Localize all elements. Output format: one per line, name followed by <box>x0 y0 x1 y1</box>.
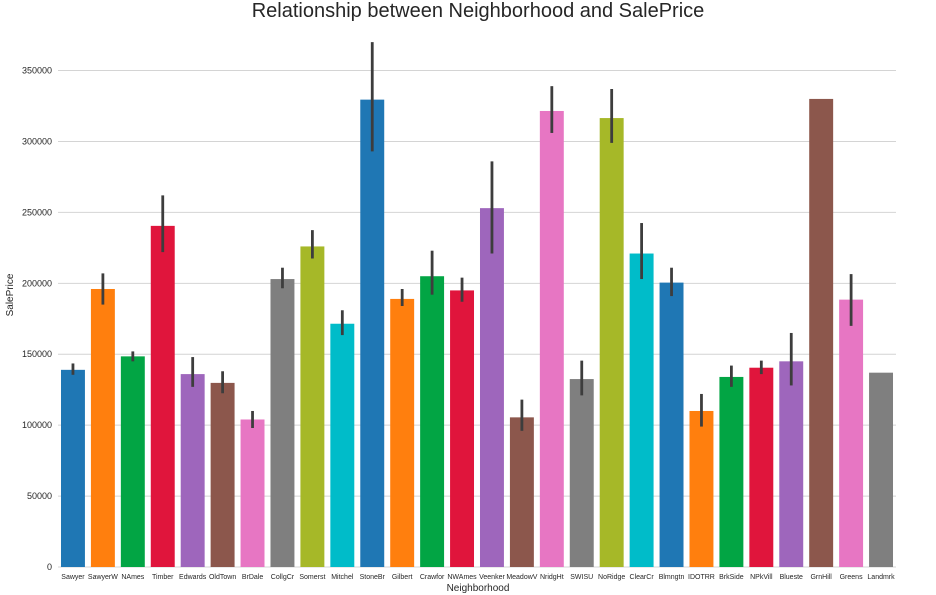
x-tick-label: BrDale <box>242 574 264 581</box>
error-bars <box>71 42 853 431</box>
bar-blueste <box>779 361 804 567</box>
x-tick-label: OldTown <box>209 574 236 581</box>
bar-veenker <box>479 208 504 568</box>
y-tick-label: 100000 <box>22 420 52 430</box>
bar-crawfor <box>420 276 445 567</box>
x-tick-label: Blmngtn <box>659 574 685 581</box>
x-tick-label: NAmes <box>121 574 144 581</box>
bar-nwames <box>450 290 475 567</box>
bar-edwards <box>180 374 205 567</box>
x-tick-label: IDOTRR <box>688 574 715 581</box>
x-tick-label: BrkSide <box>719 574 744 581</box>
bar-oldtown <box>210 382 235 567</box>
y-tick-label: 0 <box>47 562 52 572</box>
x-tick-label: SWISU <box>570 574 593 581</box>
bar-names <box>120 356 145 567</box>
bar-collgcr <box>270 279 295 567</box>
bar-grnhill <box>809 98 834 567</box>
bar-landmrk <box>869 372 894 567</box>
bar-mitchel <box>330 323 355 567</box>
x-tick-label: SawyerW <box>88 574 118 581</box>
x-tick-label: Gilbert <box>392 574 413 581</box>
x-tick-label: NWAmes <box>447 574 477 581</box>
x-tick-label: StoneBr <box>360 574 386 581</box>
bar-gilbert <box>390 298 415 567</box>
bar-clearcr <box>629 253 654 568</box>
x-tick-label: GrnHill <box>810 574 832 581</box>
bar-meadowv <box>509 417 534 567</box>
x-tick-label: Sawyer <box>61 574 85 581</box>
x-tick-label: Veenker <box>479 574 505 581</box>
x-tick-label: NridgHt <box>540 574 564 581</box>
bar-stonebr <box>360 99 385 568</box>
bar-swisu <box>569 379 594 567</box>
y-tick-label: 300000 <box>22 136 52 146</box>
x-tick-label: Mitchel <box>331 574 354 581</box>
y-tick-label: 150000 <box>22 349 52 359</box>
y-tick-label: 200000 <box>22 278 52 288</box>
bar-somerst <box>300 246 325 568</box>
y-axis-ticks: 0 50000 100000 150000 200000 250000 300000 3500… <box>22 66 52 572</box>
bar-sawyerw <box>90 288 115 567</box>
bar-noridge <box>599 118 624 568</box>
x-tick-label: Timber <box>152 574 174 581</box>
x-tick-label: NPkVill <box>750 574 773 581</box>
x-tick-label: Landmrk <box>867 574 895 581</box>
x-axis-ticks: Sawyer SawyerW NAmes Timber Edwards OldTown Br… <box>61 574 895 581</box>
bar-greens <box>839 299 864 567</box>
bar-nridght <box>539 110 564 567</box>
bar-timber <box>150 225 175 567</box>
x-tick-label: Crawfor <box>420 574 445 581</box>
y-tick-label: 50000 <box>27 491 52 501</box>
bar-sawyer <box>60 369 85 567</box>
x-tick-label: CollgCr <box>271 574 295 581</box>
x-tick-label: Blueste <box>780 574 803 581</box>
x-tick-label: Greens <box>840 574 863 581</box>
x-axis-label: Neighborhood <box>447 583 510 594</box>
x-tick-label: MeadowV <box>506 574 537 581</box>
bar-blmngtn <box>659 282 684 567</box>
x-tick-label: ClearCr <box>630 574 655 581</box>
x-tick-label: Edwards <box>179 574 207 581</box>
bar-brdale <box>240 419 265 567</box>
bar-idotrr <box>689 410 714 567</box>
y-tick-label: 250000 <box>22 207 52 217</box>
chart-title: Relationship between Neighborhood and Sa… <box>252 0 705 22</box>
y-axis-label: SalePrice <box>5 273 16 316</box>
bars <box>60 98 894 568</box>
x-tick-label: NoRidge <box>598 574 625 581</box>
y-tick-label: 350000 <box>22 66 52 76</box>
bar-npkvill <box>749 367 774 567</box>
bar-brkside <box>719 376 744 567</box>
x-tick-label: Somerst <box>299 574 325 581</box>
